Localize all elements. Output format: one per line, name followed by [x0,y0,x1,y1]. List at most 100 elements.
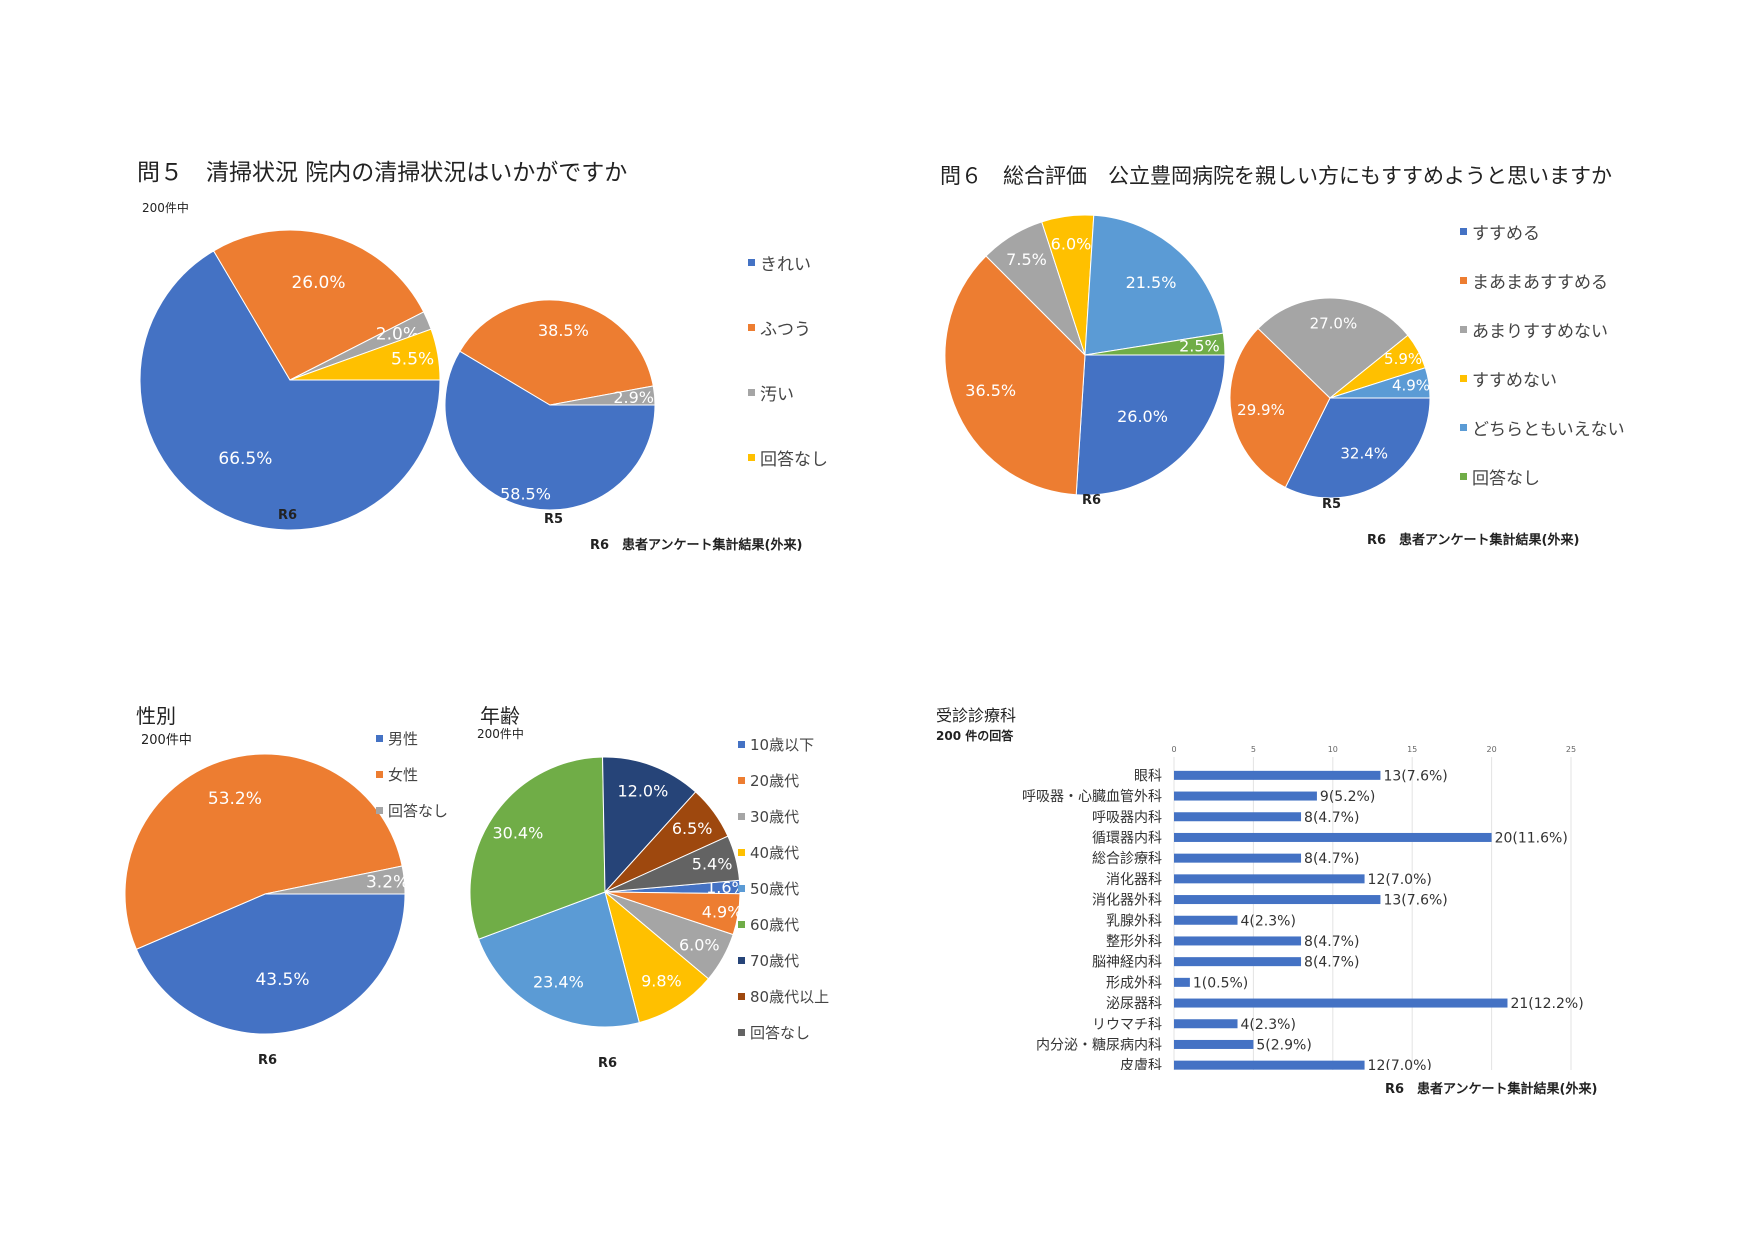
q6-title: 問６ 総合評価 公立豊岡病院を親しい方にもすすめようと思いますか [940,164,1612,188]
q5-legend-item: 回答なし [748,445,828,470]
legend-label: 汚い [760,385,794,405]
pie-data-label: 12.0% [617,782,668,801]
pie-slice [1084,215,1224,356]
bar-value-label: 20(11.6%) [1495,830,1568,846]
bar [1174,977,1190,987]
pie-slice [135,893,405,1034]
age-title: 年齢 [480,704,520,728]
pie-data-label: 6.0% [679,935,720,954]
pie-data-label: 53.2% [208,789,262,809]
bar [1174,998,1508,1008]
bar-value-label: 12(7.0%) [1368,1058,1432,1070]
pie-slice [1230,327,1331,489]
bar [1174,812,1302,822]
category-label: 泌尿器科 [1106,996,1162,1012]
bar-value-label: 4(2.3%) [1241,913,1296,929]
bar [1174,1019,1238,1029]
pie-slice [1257,298,1409,399]
bar-value-label: 8(4.7%) [1304,955,1359,971]
gender-legend-item: 回答なし [376,800,448,821]
q5-note: 200件中 [142,201,189,215]
bar [1174,791,1317,801]
q5-legend-item: 汚い [748,380,794,405]
category-label: 総合診療科 [1092,850,1162,867]
x-tick-label: 5 [1251,745,1256,754]
pie-data-label: 27.0% [1310,314,1358,332]
pie-data-label: 5.4% [692,855,733,874]
legend-swatch [748,324,755,331]
legend-label: 30歳代 [750,808,800,826]
gender-legend-item: 女性 [376,764,418,785]
age-legend-item: 20歳代 [738,770,799,791]
bar [1174,874,1365,884]
age-legend-item: 70歳代 [738,950,799,971]
bar-value-label: 21(12.2%) [1510,996,1583,1012]
bar [1174,957,1302,967]
legend-swatch [376,735,383,742]
dept-footer: R6 患者アンケート集計結果(外来) [1385,1082,1598,1097]
bar [1174,895,1381,905]
bar-value-label: 4(2.3%) [1241,1017,1296,1033]
bar-value-label: 13(7.6%) [1383,893,1447,909]
q5-r5-caption: R5 [544,512,564,527]
legend-label: 女性 [388,766,419,784]
q6-legend-item: すすめない [1460,366,1557,391]
category-label: 乳腺外科 [1106,913,1162,929]
q6-legend-item: 回答なし [1460,464,1540,489]
category-label: 皮膚科 [1120,1058,1162,1070]
category-label: 内分泌・糖尿病内科 [1036,1037,1162,1053]
x-tick-label: 10 [1328,745,1338,754]
age-legend-item: 40歳代 [738,842,799,863]
bar-value-label: 1(0.5%) [1193,975,1248,991]
x-tick-label: 25 [1566,745,1576,754]
gender-legend-item: 男性 [376,728,418,749]
x-tick-label: 0 [1171,745,1176,754]
category-label: 整形外科 [1106,934,1162,950]
pie-data-label: 5.9% [1384,350,1422,368]
dept-title: 受診診療科 [936,706,1017,725]
legend-label: 回答なし [760,450,828,470]
q5-legend-item: きれい [748,250,811,275]
pie-slice [1075,354,1225,495]
legend-swatch [748,454,755,461]
pie-data-label: 36.5% [965,381,1016,400]
legend-swatch [738,921,745,928]
pie-data-label: 58.5% [500,485,551,504]
age-pie: 1.6%4.9%6.0%9.8%23.4%30.4%12.0%6.5%5.4% [470,757,740,1027]
pie-slice [140,250,440,530]
pie-slice [549,385,655,406]
pie-slice [604,835,740,893]
pie-slice [945,255,1086,495]
category-label: 循環器内科 [1092,830,1162,846]
category-label: 消化器科 [1106,872,1162,888]
q6-r6-pie: 26.0% 36.5% 7.5%6.0% 21.5% 2.5% [945,215,1225,495]
legend-label: すすめる [1472,224,1540,244]
q6-r5-caption: R5 [1322,497,1342,512]
q6-legend-item: すすめる [1460,219,1540,244]
pie-data-label: 23.4% [533,973,584,992]
legend-label: きれい [760,255,811,275]
pie-data-label: 2.9% [613,388,654,407]
legend-swatch [1460,424,1467,431]
category-label: リウマチ科 [1092,1017,1162,1033]
category-label: 脳神経内科 [1092,955,1162,971]
pie-slice [1084,332,1225,356]
category-label: 消化器外科 [1092,893,1162,909]
legend-swatch [738,993,745,1000]
bar [1174,915,1238,925]
legend-swatch [1460,228,1467,235]
pie-data-label: 43.5% [255,970,309,990]
bar-value-label: 13(7.6%) [1383,768,1447,784]
gender-pie: 43.5% 53.2% 3.2% [125,754,405,1034]
legend-label: 80歳代以上 [750,988,830,1006]
age-legend-item: 50歳代 [738,878,799,899]
pie-slice [459,300,654,406]
pie-data-label: 26.0% [291,273,345,293]
bar-value-label: 8(4.7%) [1304,851,1359,867]
legend-label: 10歳以下 [750,736,815,754]
bar-value-label: 8(4.7%) [1304,934,1359,950]
age-legend-item: 10歳以下 [738,734,814,755]
pie-slice [212,230,425,381]
q6-r6-caption: R6 [1082,493,1102,508]
q5-r6-caption: R6 [278,508,298,523]
